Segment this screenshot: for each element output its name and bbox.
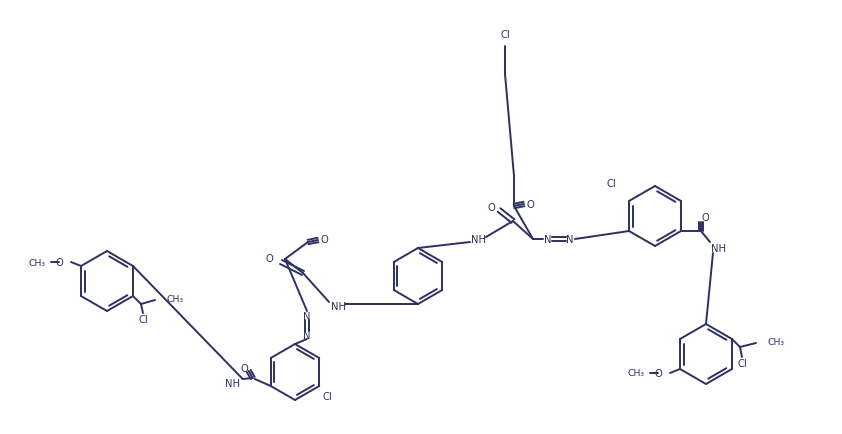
- Text: CH₃: CH₃: [768, 338, 785, 347]
- Text: NH: NH: [226, 378, 240, 388]
- Text: NH: NH: [331, 301, 345, 311]
- Text: N: N: [567, 234, 573, 244]
- Text: Cl: Cl: [138, 314, 148, 324]
- Text: O: O: [265, 253, 273, 263]
- Text: N: N: [303, 311, 311, 321]
- Text: Cl: Cl: [500, 30, 510, 40]
- Text: Cl: Cl: [322, 391, 332, 401]
- Text: NH: NH: [711, 243, 727, 253]
- Text: CH₃: CH₃: [28, 258, 45, 267]
- Text: CH₃: CH₃: [627, 368, 644, 378]
- Text: O: O: [654, 368, 662, 378]
- Text: O: O: [488, 203, 495, 213]
- Text: O: O: [241, 363, 248, 373]
- Text: N: N: [544, 234, 552, 244]
- Text: O: O: [55, 257, 63, 267]
- Text: Cl: Cl: [606, 178, 616, 188]
- Text: O: O: [320, 234, 328, 244]
- Text: O: O: [526, 200, 534, 210]
- Text: NH: NH: [471, 234, 486, 244]
- Text: O: O: [701, 213, 709, 223]
- Text: N: N: [303, 330, 311, 340]
- Text: CH₃: CH₃: [167, 295, 184, 304]
- Text: Cl: Cl: [737, 358, 747, 368]
